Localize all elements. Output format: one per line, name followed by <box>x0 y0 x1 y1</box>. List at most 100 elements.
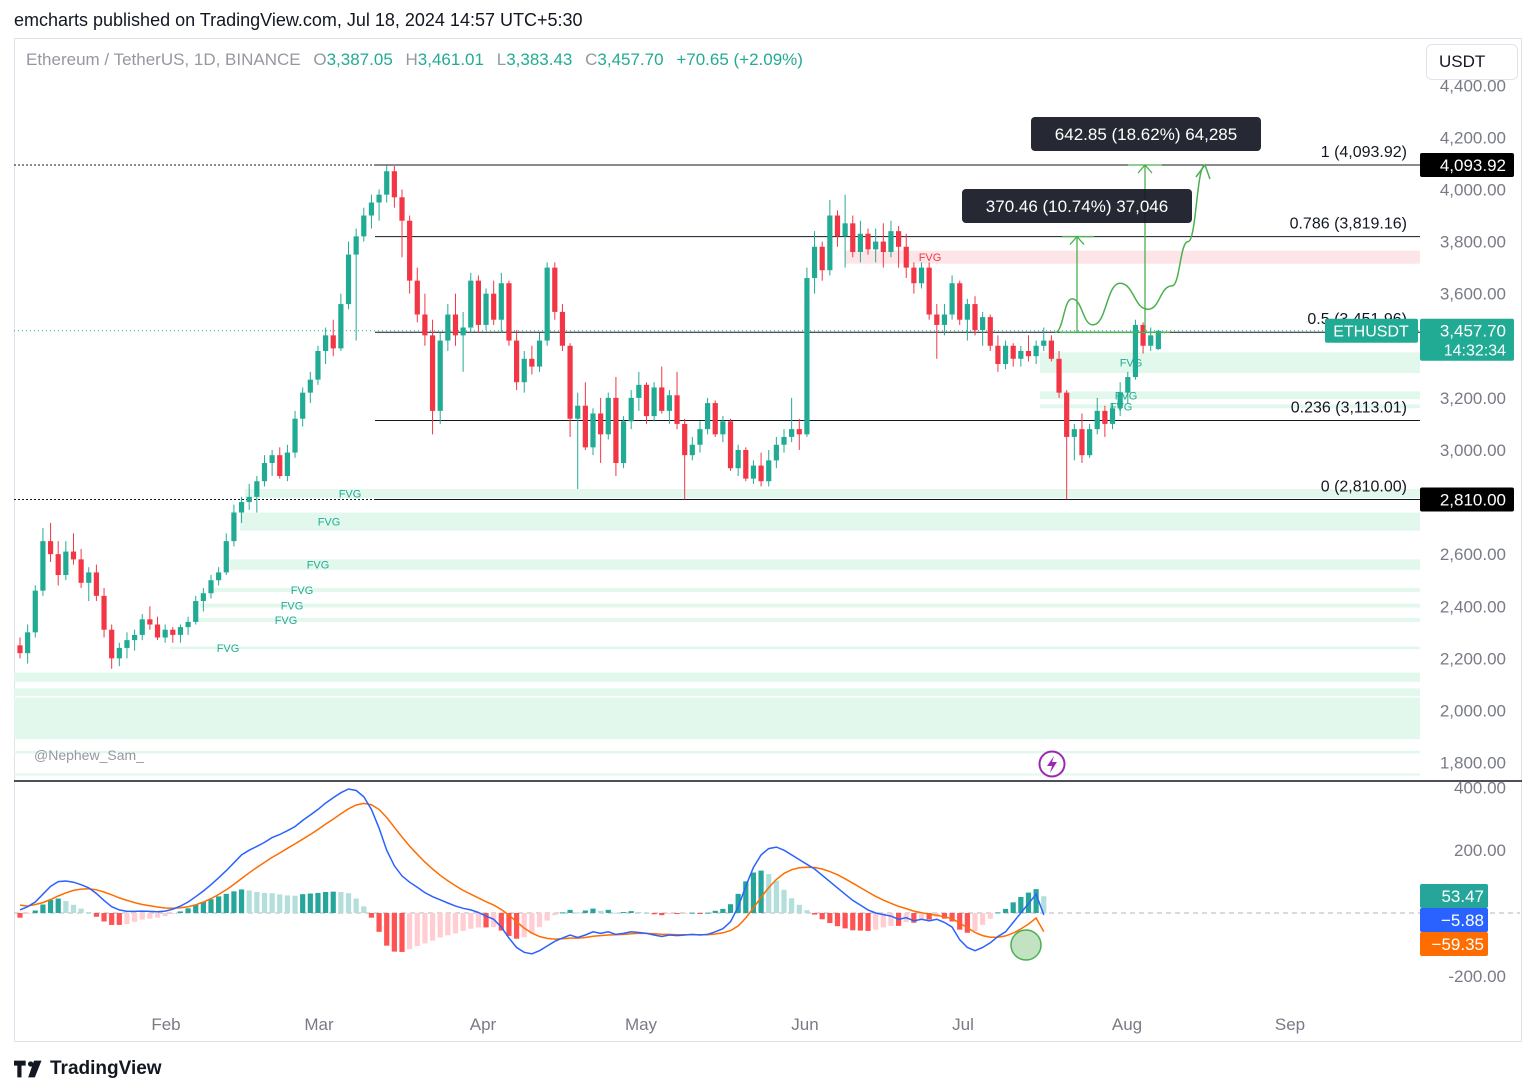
candle-body <box>70 551 77 560</box>
candle-body <box>445 314 451 341</box>
macd-tick-label: 400.00 <box>1454 778 1506 797</box>
macd-histogram-bar <box>674 913 680 914</box>
projected-path <box>1054 164 1206 334</box>
macd-histogram-bar <box>307 893 313 913</box>
candle-body <box>865 233 871 250</box>
macd-histogram-bar <box>811 913 818 915</box>
candle-body <box>1117 392 1123 409</box>
macd-histogram-bar <box>452 913 459 934</box>
macd-histogram-bar <box>750 872 757 913</box>
candle-body <box>1002 345 1009 365</box>
candle-body <box>1010 345 1016 359</box>
fvg-zone <box>245 489 1420 499</box>
candle-body <box>208 580 214 594</box>
macd-value-text: 53.47 <box>1441 887 1484 906</box>
candle-body <box>789 429 795 437</box>
macd-histogram-bar <box>651 913 657 915</box>
candle-body <box>300 392 306 419</box>
candle-body <box>705 403 711 430</box>
macd-histogram-bar <box>926 913 932 920</box>
fvg-zones: FVGFVGFVGFVGFVGFVGFVGFVGFVGFVGFVG <box>14 250 1420 776</box>
candle-body <box>682 423 688 456</box>
candle-body <box>819 246 825 271</box>
candle-body <box>1109 408 1116 424</box>
candle-body <box>177 627 184 635</box>
macd-histogram-bar <box>743 881 749 913</box>
candle-body <box>506 283 512 341</box>
candle-body <box>750 465 757 479</box>
time-axis-label: Mar <box>304 1015 334 1034</box>
macd-histogram-bar <box>170 913 176 914</box>
candle-body <box>170 629 176 635</box>
time-axis-label: Aug <box>1112 1015 1142 1034</box>
candle-body <box>636 384 642 398</box>
macd-value-badge <box>1420 884 1488 908</box>
price-axis: 4,400.00 4,200.00 4,000.00 3,800.00 3,600.00… <box>1325 76 1514 773</box>
candle-body <box>101 595 107 630</box>
candle-body <box>842 223 848 237</box>
candle-body <box>620 421 627 463</box>
candle-body <box>407 220 413 281</box>
candle-body <box>926 267 932 315</box>
macd-histogram-bar <box>216 896 222 913</box>
macd-histogram-bar <box>185 908 191 913</box>
candle-body <box>368 202 375 216</box>
candle-body <box>124 640 130 648</box>
publisher-line: emcharts published on TradingView.com, J… <box>14 10 583 30</box>
macd-histogram-bar <box>972 913 978 932</box>
macd-histogram-bar <box>536 913 543 928</box>
currency-button[interactable]: USDT <box>1426 44 1518 80</box>
macd-histogram-bar <box>391 913 397 952</box>
macd-histogram-bar <box>880 913 886 928</box>
author-watermark: @Nephew_Sam_ <box>34 747 144 763</box>
macd-histogram-bar <box>605 909 611 913</box>
legend-open-value: 3,387.05 <box>326 50 393 69</box>
candle-body <box>896 231 902 247</box>
candle-body <box>1102 410 1108 424</box>
candle-body <box>941 314 948 325</box>
fvg-zone <box>1040 391 1420 400</box>
fvg-zone <box>845 250 1420 264</box>
macd-histogram-bar <box>330 891 336 913</box>
macd-histogram-bar <box>590 908 596 913</box>
fvg-zone <box>210 588 1420 592</box>
candle-body <box>1132 324 1139 378</box>
candle-body <box>949 283 955 315</box>
macd-histogram-bar <box>231 891 237 913</box>
candle-body <box>972 304 978 331</box>
macd-histogram-bar <box>819 913 825 920</box>
macd-histogram-bar <box>208 899 214 913</box>
fvg-zone <box>14 672 1420 682</box>
candle-body <box>1125 377 1131 393</box>
candle-body <box>980 317 986 331</box>
macd-histogram-bar <box>643 913 650 914</box>
macd-histogram-bar <box>284 895 290 913</box>
price-tick-label: 3,000.00 <box>1440 441 1506 460</box>
price-tick-label: 3,800.00 <box>1440 233 1506 252</box>
candle-body <box>827 215 833 271</box>
candle-body <box>1087 429 1093 456</box>
macd-histogram-bar <box>804 910 810 913</box>
macd-histogram-bar <box>25 913 31 914</box>
macd-histogram-bar <box>277 894 283 913</box>
candle-body <box>1155 330 1161 350</box>
macd-histogram-bar <box>498 913 504 931</box>
macd-histogram-bar <box>582 910 588 913</box>
candle-body <box>529 358 535 367</box>
macd-histogram-bar <box>1018 896 1024 913</box>
fvg-zone <box>200 603 1420 608</box>
macd-histogram-bar <box>177 911 184 913</box>
tradingview-logo[interactable]: TradingView <box>14 1057 162 1081</box>
candle-body <box>850 223 856 252</box>
candle-body <box>391 171 397 198</box>
legend-change-value: +70.65 (+2.09%) <box>676 50 803 69</box>
macd-histogram-bar <box>429 913 436 941</box>
macd-histogram-bar <box>918 913 925 920</box>
macd-histogram-bar <box>361 906 367 913</box>
legend-high-label: H <box>405 50 418 69</box>
macd-histogram-bar <box>353 898 359 913</box>
fvg-zone <box>230 559 1420 570</box>
tradingview-logo-icon <box>14 1060 42 1078</box>
candle-body <box>1071 429 1077 437</box>
